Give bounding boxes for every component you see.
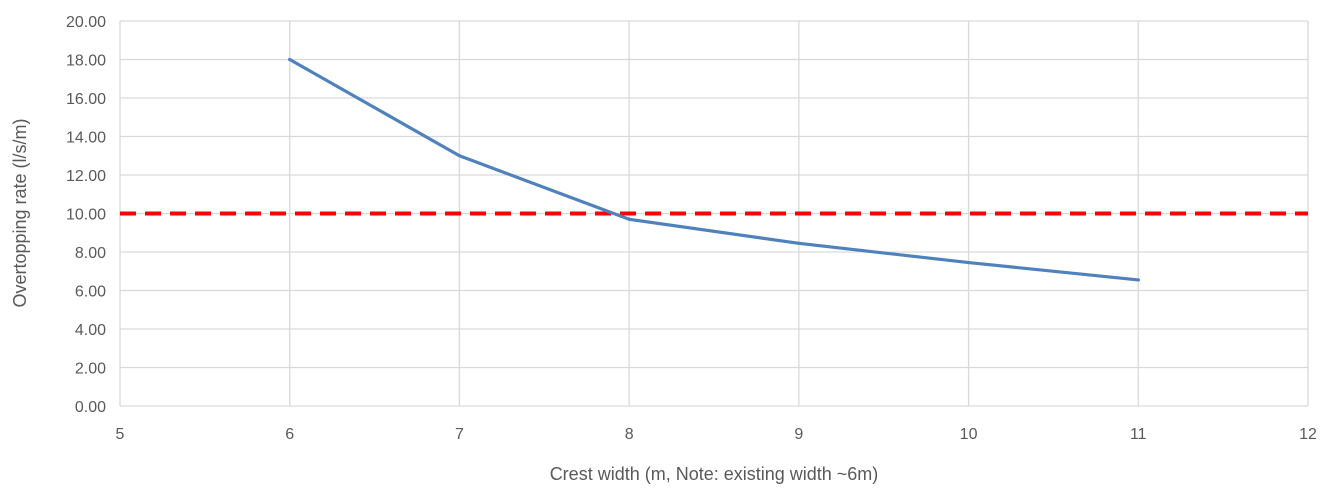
y-axis-title: Overtopping rate (l/s/m) xyxy=(10,118,30,307)
data-point xyxy=(288,57,292,62)
y-tick-label: 2.00 xyxy=(75,361,106,378)
x-tick-label: 10 xyxy=(960,426,978,443)
y-tick-label: 4.00 xyxy=(75,322,106,339)
x-tick-label: 11 xyxy=(1130,426,1147,443)
data-point xyxy=(797,241,801,245)
x-tick-labels: 5 6 7 8 9 10 11 12 xyxy=(116,426,1317,443)
y-tick-label: 16.00 xyxy=(66,91,106,108)
data-point xyxy=(627,217,631,221)
y-tick-label: 0.00 xyxy=(75,399,106,416)
y-tick-label: 8.00 xyxy=(75,245,106,262)
x-tick-label: 6 xyxy=(285,426,294,443)
y-tick-label: 18.00 xyxy=(66,53,106,70)
data-point xyxy=(1136,278,1140,282)
x-axis-title: Crest width (m, Note: existing width ~6m… xyxy=(550,464,879,484)
data-point xyxy=(457,154,462,158)
x-tick-label: 12 xyxy=(1299,426,1317,443)
x-tick-label: 7 xyxy=(455,426,464,443)
y-tick-label: 6.00 xyxy=(75,284,106,301)
x-tick-label: 5 xyxy=(116,426,125,443)
y-tick-label: 12.00 xyxy=(66,168,106,185)
x-tick-label: 8 xyxy=(625,426,634,443)
series-line xyxy=(288,57,1140,282)
y-tick-label: 10.00 xyxy=(66,207,106,224)
series-lines xyxy=(288,57,1140,282)
y-tick-label: 20.00 xyxy=(66,14,106,31)
x-tick-label: 9 xyxy=(794,426,803,443)
y-tick-label: 14.00 xyxy=(66,130,106,147)
y-tick-labels: 0.00 2.00 4.00 6.00 8.00 10.00 12.00 14.00 16.00… xyxy=(66,14,106,416)
data-point xyxy=(966,260,971,265)
